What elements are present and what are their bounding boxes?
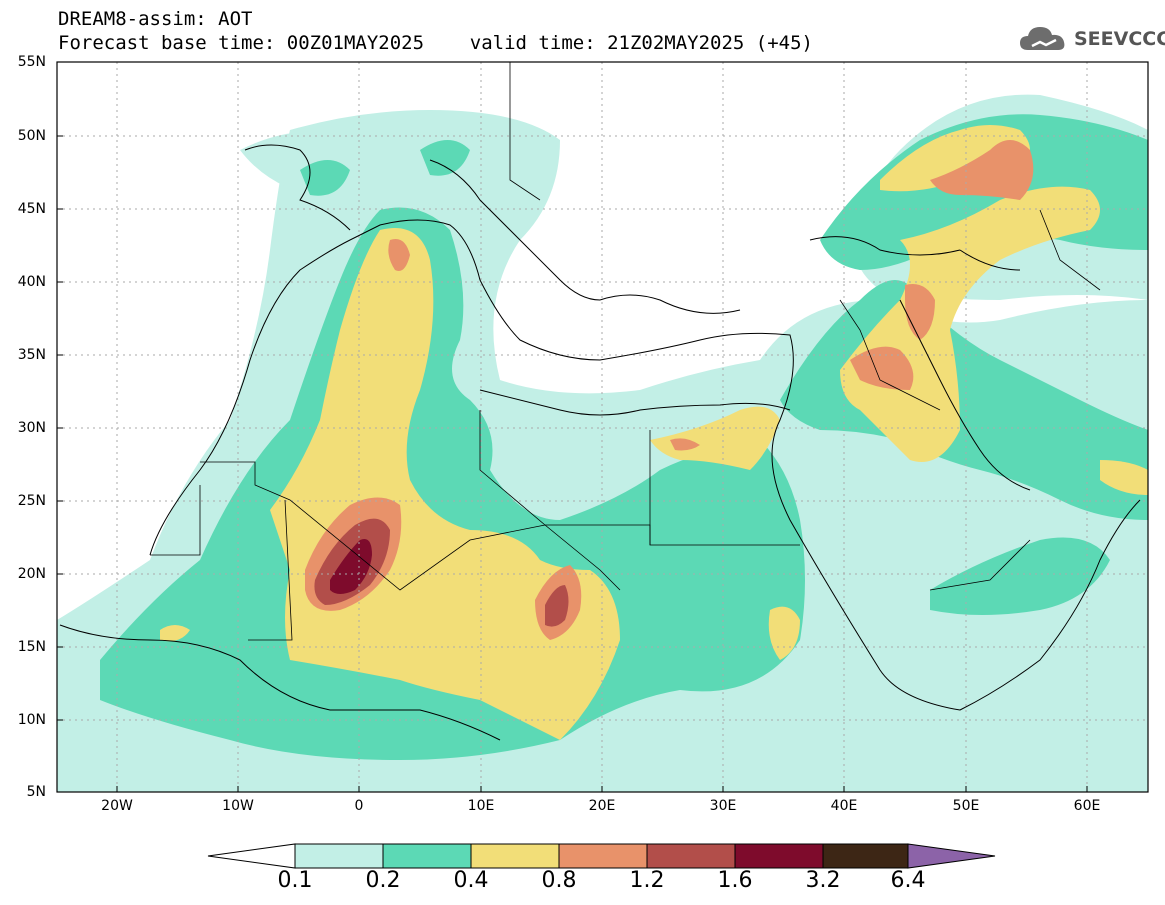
colorbar-label: 6.4	[890, 868, 926, 893]
colorbar-bin-0-1	[294, 843, 384, 869]
colorbar-label: 0.8	[541, 868, 577, 893]
lon-label: 50E	[952, 798, 980, 814]
lon-label: 20W	[101, 798, 133, 814]
lat-label: 15N	[17, 639, 46, 655]
colorbar-label: 0.1	[277, 868, 313, 893]
colorbar-bin-0-4	[470, 843, 560, 869]
lat-label: 40N	[17, 274, 46, 290]
lat-label: 5N	[26, 784, 46, 800]
lat-label: 10N	[17, 712, 46, 728]
cloud-icon	[1020, 27, 1065, 50]
colorbar	[207, 843, 996, 869]
forecast-time-line: Forecast base time: 00Z01MAY2025 valid t…	[58, 32, 813, 54]
lon-label: 0	[354, 798, 364, 814]
lat-label: 30N	[17, 420, 46, 436]
borders	[150, 62, 1101, 641]
map-title: DREAM8-assim: AOT	[58, 8, 253, 30]
colorbar-bin-3-2	[822, 843, 909, 869]
coastlines	[59, 144, 1141, 741]
colorbar-bin-0-2	[382, 843, 472, 869]
lat-label: 50N	[17, 128, 46, 144]
colorbar-bin-0-8	[558, 843, 648, 869]
colorbar-bin-1-6	[734, 843, 824, 869]
aot-level-1-6	[330, 539, 372, 594]
colorbar-label: 1.2	[629, 868, 665, 893]
colorbar-label: 0.2	[365, 868, 401, 893]
lon-label: 60E	[1073, 798, 1101, 814]
aot-field	[57, 62, 1148, 792]
lon-label: 40E	[830, 798, 858, 814]
lat-label: 20N	[17, 566, 46, 582]
lat-label: 25N	[17, 493, 46, 509]
axis-ticks	[57, 61, 1088, 792]
seevccc-logo: SEEVCCC	[1018, 22, 1165, 56]
lon-label: 20E	[588, 798, 616, 814]
colorbar-arrow-low	[207, 843, 296, 869]
aot-level-0-4	[160, 125, 1148, 740]
colorbar-arrow-high	[907, 843, 996, 869]
lat-label: 45N	[17, 201, 46, 217]
lat-label: 55N	[17, 54, 46, 70]
lon-label: 10W	[222, 798, 254, 814]
colorbar-bin-1-2	[646, 843, 736, 869]
graticule	[57, 62, 1148, 792]
lat-label: 35N	[17, 347, 46, 363]
lon-label: 30E	[709, 798, 737, 814]
lon-label: 10E	[467, 798, 495, 814]
colorbar-label: 1.6	[717, 868, 753, 893]
colorbar-label: 0.4	[453, 868, 489, 893]
colorbar-label: 3.2	[805, 868, 841, 893]
logo-text: SEEVCCC	[1074, 28, 1165, 50]
